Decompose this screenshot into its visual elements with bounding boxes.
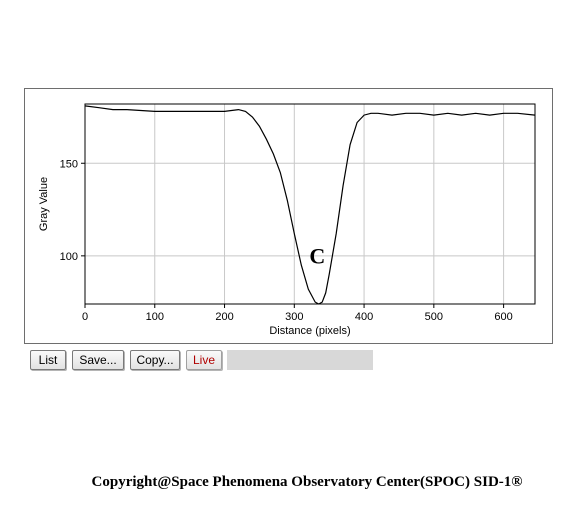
y-axis-label: Gray Value [38,177,50,231]
x-tick-label: 0 [82,311,88,323]
live-button[interactable]: Live [186,350,222,370]
x-tick-label: 500 [425,311,443,323]
x-tick-label: 100 [146,311,164,323]
copyright-text: Copyright@Space Phenomena Observatory Ce… [91,474,523,490]
list-button[interactable]: List [30,350,66,370]
point-annotation: C [309,243,325,268]
profile-series-line [84,105,536,305]
x-tick-label: 400 [355,311,373,323]
y-tick-label: 100 [60,251,78,263]
save-button[interactable]: Save... [72,350,124,370]
status-bar [227,350,373,370]
x-axis-label: Distance (pixels) [269,325,350,337]
y-tick-label: 150 [60,158,78,170]
copy-button[interactable]: Copy... [130,350,180,370]
profile-plot: 0 100 200 300 400 500 600 100 150 Distance (pixel… [38,103,536,337]
x-tick-label: 300 [285,311,303,323]
plot-area-border [84,103,536,305]
x-tick-label: 200 [215,311,233,323]
profile-plot-window: 0 100 200 300 400 500 600 100 150 Distance (pixel… [24,88,553,344]
x-tick-label: 600 [494,311,512,323]
